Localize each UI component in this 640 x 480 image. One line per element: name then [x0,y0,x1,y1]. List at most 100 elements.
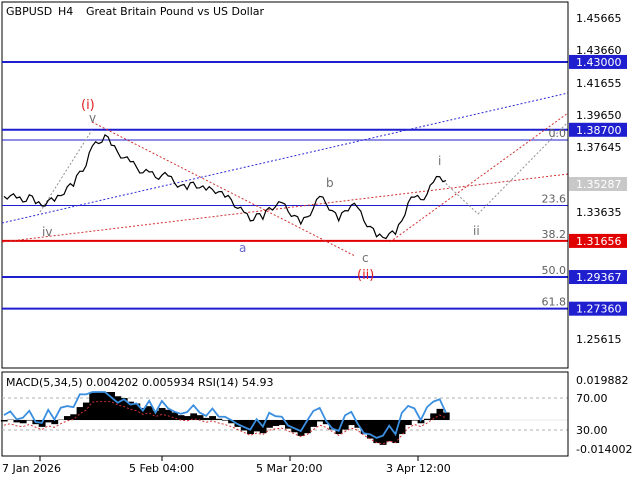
wave-guide-line [39,129,93,213]
red-trend-line-rising[interactable] [389,112,569,243]
macd-bar [221,420,229,421]
macd-bar [76,407,84,420]
macd-bar [360,420,368,435]
macd-bar [152,410,160,420]
macd-bar [177,415,185,420]
wave-labels: (i) v iv a b c (ii) i ii [42,98,480,283]
fib-level-label: 23.6 [542,193,567,206]
macd-bar [127,401,134,420]
wave-label-iv: iv [42,225,52,239]
macd-bar [70,414,78,420]
macd-bar [215,418,223,420]
price-series-line[interactable] [3,134,447,240]
macd-bar [133,403,141,420]
indicator-panel[interactable]: MACD(5,34,5) 0.004202 0.005934 RSI(14) 5… [0,372,633,456]
level-price-label: 1.43000 [576,56,622,69]
indicator-tick: -0.014002 [576,443,632,456]
macd-bar [379,420,387,445]
indicator-tick: 70.00 [576,392,608,405]
macd-bar [430,413,438,420]
macd-bar [310,420,318,427]
macd-bar [386,420,393,442]
macd-bar [417,420,425,424]
price-axis[interactable]: 1.45665 1.43660 1.41655 1.39650 1.37645 … [567,2,627,368]
macd-bar [165,409,172,420]
macd-bar [272,420,280,426]
price-tick: 1.37645 [576,141,622,154]
red-trend-line-lower[interactable] [1,173,569,243]
macd-bar [442,412,450,420]
indicator-tick: 30.00 [576,424,608,437]
price-tick: 1.43660 [576,44,622,57]
macd-bar [247,420,254,435]
wave-label-a: a [239,241,246,255]
macd-bar [266,420,273,428]
forecast-line-down[interactable] [439,177,479,215]
time-tick: 5 Feb 04:00 [129,462,194,475]
macd-bar [228,420,235,424]
time-tick: 5 Mar 20:00 [256,462,322,475]
price-tick: 1.39650 [576,109,622,122]
macd-bar [303,420,311,434]
level-price-box [569,270,627,285]
wave-label-v: v [89,111,96,125]
macd-bar [398,420,406,435]
trendlines[interactable] [1,92,569,257]
macd-bar [411,420,419,421]
macd-bar [95,392,103,420]
macd-bar [13,420,21,423]
macd-bar [196,415,204,420]
macd-bar [253,420,261,432]
level-price-label: 1.38700 [576,124,622,137]
time-axis[interactable]: 7 Jan 2026 5 Feb 04:00 5 Mar 20:00 3 Apr… [2,456,451,475]
macd-bar [108,392,115,420]
current-price-label: 1.35287 [576,178,622,191]
macd-bar [89,392,97,420]
chart-symbol: GBPUSD [6,5,52,18]
macd-bar [82,402,90,420]
forecast-line-up[interactable] [477,121,569,215]
wave-label-(ii): (ii) [357,268,374,283]
macd-bar [329,420,336,430]
macd-bar [423,418,431,420]
wave-label-ii: ii [473,224,480,238]
macd-bar [209,416,217,420]
macd-bar [202,417,210,420]
macd-bar [373,420,381,444]
indicator-tick: 0.019882 [576,374,629,387]
macd-bar [297,420,305,436]
blue-trend-channel-line[interactable] [1,92,569,224]
wave-label-b: b [326,176,334,190]
support-resistance-levels[interactable]: 1.430001.387000.023.638.21.3165650.01.29… [2,54,627,316]
current-price-box [569,177,627,191]
macd-bar [101,392,109,420]
macd-bar [45,420,52,423]
macd-bar [404,420,412,426]
level-price-box [569,122,627,137]
fib-level-label: 38.2 [542,228,567,241]
price-tick: 1.45665 [576,12,622,25]
main-chart-frame[interactable] [1,1,569,369]
level-price-box [569,301,627,316]
macd-bar [367,420,374,439]
macd-bar [114,396,122,420]
level-price-label: 1.31656 [576,235,622,248]
macd-bar [348,420,355,426]
wave-label-c: c [362,251,369,265]
chart-description: Great Britain Pound vs US Dollar [86,5,265,18]
level-price-label: 1.27360 [576,303,622,316]
level-price-label: 1.29367 [576,271,622,284]
time-tick: 7 Jan 2026 [2,462,61,475]
macd-bar [120,398,128,420]
level-price-box [569,233,627,248]
wave-label-(i): (i) [81,98,95,113]
price-tick: 1.25615 [576,333,622,346]
price-tick: 1.33635 [576,206,622,219]
macd-bar [183,416,191,420]
macd-bar [63,416,71,420]
macd-bar [291,420,299,433]
indicator-label: MACD(5,34,5) 0.004202 0.005934 RSI(14) 5… [6,376,273,389]
time-tick: 3 Apr 12:00 [386,462,451,475]
red-trend-line-upper[interactable] [91,121,356,257]
